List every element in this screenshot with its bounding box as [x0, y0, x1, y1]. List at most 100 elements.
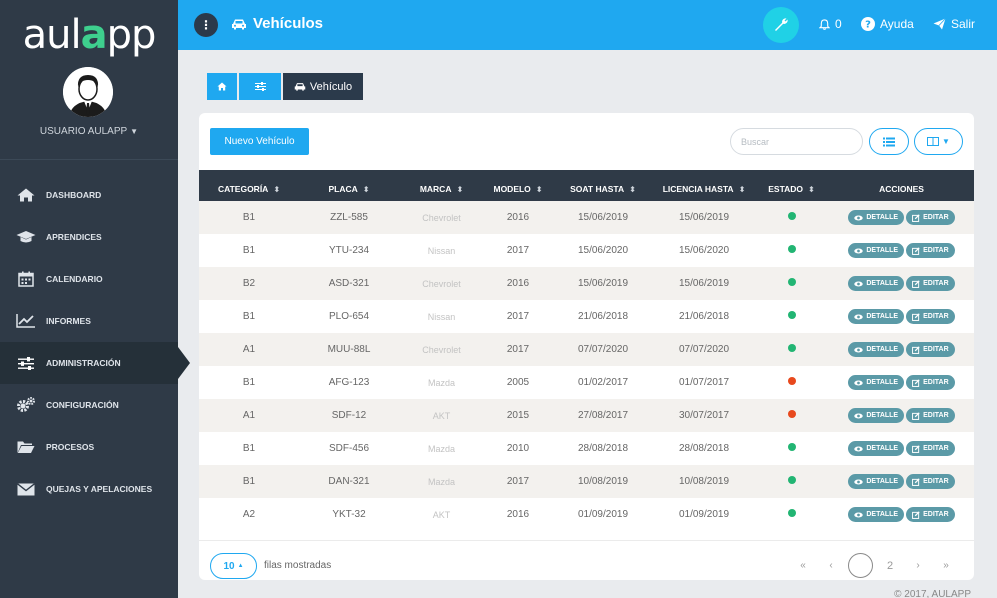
- avatar[interactable]: [63, 67, 113, 117]
- cell-licencia: 01/07/2017: [678, 377, 730, 388]
- column-header[interactable]: SOAT HASTA ⬍: [570, 183, 636, 194]
- cell-modelo: 2016: [506, 278, 530, 289]
- logo[interactable]: aulapp: [22, 12, 157, 58]
- cell-acciones: DETALLE EDITAR: [829, 366, 974, 399]
- sidebar-item-configuracion[interactable]: CONFIGURACIÓN: [0, 384, 178, 426]
- table-row: A1 MUU-88L Chevrolet 2017 07/07/2020 07/07/20…: [199, 333, 974, 366]
- edit-button[interactable]: EDITAR: [906, 441, 955, 456]
- list-view-button[interactable]: [869, 128, 909, 155]
- breadcrumb-home[interactable]: [207, 73, 237, 100]
- eye-icon: [854, 346, 864, 353]
- table-row: B1 SDF-456 Mazda 2010 28/08/2018 28/08/2018 DE…: [199, 432, 974, 465]
- user-menu[interactable]: USUARIO AULAPP ▼: [39, 126, 139, 137]
- columns-dropdown-button[interactable]: ▼: [914, 128, 963, 155]
- cell-marca: AKT: [432, 509, 451, 520]
- cell-placa: ZZL-585: [330, 212, 368, 223]
- sort-icon: ⬍: [273, 184, 281, 194]
- edit-button[interactable]: EDITAR: [906, 408, 955, 423]
- detail-button[interactable]: DETALLE: [848, 309, 905, 324]
- cell-soat: 27/08/2017: [577, 410, 629, 421]
- paper-plane-icon: [933, 18, 946, 30]
- edit-button[interactable]: EDITAR: [906, 375, 955, 390]
- sidebar-item-calendario[interactable]: CALENDARIO: [0, 258, 178, 300]
- page-last-button[interactable]: »: [943, 560, 949, 571]
- sidebar-item-quejas-y-apelaciones[interactable]: QUEJAS Y APELACIONES: [0, 468, 178, 510]
- sidebar-item-aprendices[interactable]: APRENDICES: [0, 216, 178, 258]
- detail-button[interactable]: DETALLE: [848, 408, 905, 423]
- page-2-button[interactable]: 2: [886, 559, 894, 572]
- column-header[interactable]: PLACA ⬍: [328, 183, 370, 194]
- column-header[interactable]: MODELO ⬍: [493, 183, 543, 194]
- detail-button[interactable]: DETALLE: [848, 276, 905, 291]
- edit-button[interactable]: EDITAR: [906, 210, 955, 225]
- column-header[interactable]: LICENCIA HASTA ⬍: [662, 183, 746, 194]
- cell-licencia: 15/06/2019: [678, 212, 730, 223]
- breadcrumb-administracion[interactable]: [239, 73, 281, 100]
- detail-button[interactable]: DETALLE: [848, 210, 905, 225]
- sidebar-item-label: CONFIGURACIÓN: [46, 400, 119, 410]
- edit-button[interactable]: EDITAR: [906, 474, 955, 489]
- edit-button[interactable]: EDITAR: [906, 309, 955, 324]
- sidebar-item-procesos[interactable]: PROCESOS: [0, 426, 178, 468]
- help-link[interactable]: ? Ayuda: [861, 17, 914, 31]
- edit-button[interactable]: EDITAR: [906, 276, 955, 291]
- cell-licencia: 21/06/2018: [678, 311, 730, 322]
- sidebar-item-administracion[interactable]: ADMINISTRACIÓN: [0, 342, 190, 384]
- sort-icon: ⬍: [535, 184, 543, 194]
- cell-licencia: 28/08/2018: [678, 443, 730, 454]
- cell-categoria: B1: [242, 245, 256, 256]
- sort-icon: ⬍: [629, 184, 636, 194]
- list-icon: [883, 137, 895, 146]
- cell-placa: YKT-32: [332, 509, 366, 520]
- settings-wrench-button[interactable]: [763, 7, 799, 43]
- sidebar-item-label: DASHBOARD: [46, 190, 102, 200]
- cell-acciones: DETALLE EDITAR: [829, 498, 974, 531]
- edit-button[interactable]: EDITAR: [906, 507, 955, 522]
- sidebar-item-dashboard[interactable]: DASHBOARD: [0, 174, 178, 216]
- cell-categoria: B1: [242, 377, 256, 388]
- cell-placa: MUU-88L: [327, 344, 371, 355]
- page-size-dropdown[interactable]: 10 ▲: [210, 553, 257, 579]
- cell-acciones: DETALLE EDITAR: [829, 399, 974, 432]
- search-input[interactable]: [730, 128, 863, 155]
- new-vehicle-button[interactable]: Nuevo Vehículo: [210, 128, 309, 155]
- detail-button[interactable]: DETALLE: [848, 441, 905, 456]
- notifications-button[interactable]: 0: [819, 17, 842, 31]
- question-circle-icon: ?: [861, 17, 875, 31]
- page-next-button[interactable]: ›: [916, 560, 920, 571]
- cell-modelo: 2017: [506, 245, 530, 256]
- cell-acciones: DETALLE EDITAR: [829, 300, 974, 333]
- column-header[interactable]: CATEGORÍA ⬍: [217, 183, 281, 194]
- edit-button[interactable]: EDITAR: [906, 342, 955, 357]
- cell-categoria: B2: [242, 278, 256, 289]
- column-header[interactable]: ESTADO ⬍: [768, 183, 815, 194]
- cell-modelo: 2017: [506, 311, 530, 322]
- detail-button[interactable]: DETALLE: [848, 342, 905, 357]
- status-dot: [787, 311, 796, 319]
- cell-modelo: 2015: [506, 410, 530, 421]
- sidebar-item-label: APRENDICES: [46, 232, 102, 242]
- sort-icon: ⬍: [456, 184, 464, 194]
- menu-toggle-button[interactable]: ⋮: [194, 13, 218, 37]
- cell-marca: Chevrolet: [422, 344, 461, 355]
- edit-icon: [912, 246, 920, 255]
- logout-link[interactable]: Salir: [933, 17, 975, 31]
- page-first-button[interactable]: «: [800, 560, 806, 571]
- cell-estado: [754, 267, 829, 300]
- edit-button[interactable]: EDITAR: [906, 243, 955, 258]
- sidebar-item-informes[interactable]: INFORMES: [0, 300, 178, 342]
- table-header: CATEGORÍA ⬍ PLACA ⬍ MARCA ⬍ MODELO ⬍ SOAT HASTA ⬍…: [199, 170, 974, 201]
- detail-button[interactable]: DETALLE: [848, 507, 905, 522]
- table-row: B1 ZZL-585 Chevrolet 2016 15/06/2019 15/06/20…: [199, 201, 974, 234]
- table-row: B2 ASD-321 Chevrolet 2016 15/06/2019 15/06/20…: [199, 267, 974, 300]
- column-header: ACCIONES: [879, 183, 924, 194]
- cell-categoria: B1: [242, 212, 256, 223]
- detail-button[interactable]: DETALLE: [848, 243, 905, 258]
- detail-button[interactable]: DETALLE: [848, 375, 905, 390]
- column-header[interactable]: MARCA ⬍: [419, 183, 464, 194]
- cell-estado: [754, 300, 829, 333]
- page-prev-button[interactable]: ‹: [829, 560, 833, 571]
- detail-button[interactable]: DETALLE: [848, 474, 905, 489]
- breadcrumb: Vehículo: [207, 73, 363, 100]
- page-current-button[interactable]: [848, 553, 873, 578]
